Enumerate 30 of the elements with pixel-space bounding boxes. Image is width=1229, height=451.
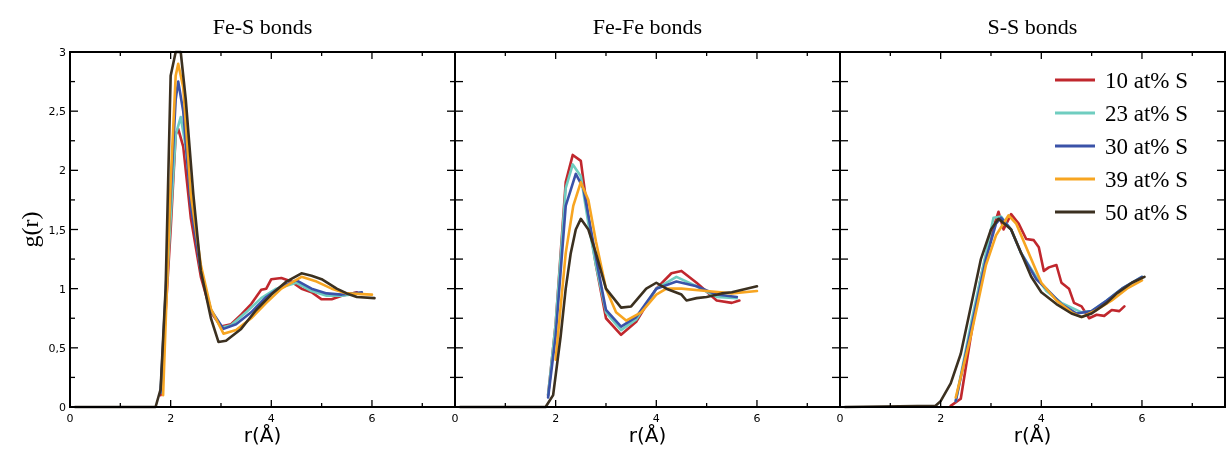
x-tick-label: 6 <box>1138 412 1146 425</box>
legend-label: 39 at% S <box>1105 167 1189 192</box>
y-tick-label: 1 <box>59 282 66 296</box>
y-tick-label: 0 <box>59 401 66 414</box>
x-axis-title: r(Å) <box>1013 423 1052 447</box>
y-tick-label: 0,5 <box>48 341 66 355</box>
chart-title: S-S bonds <box>987 14 1078 39</box>
x-tick-label: 2 <box>552 412 560 425</box>
x-tick-label: 6 <box>753 412 761 425</box>
x-tick-label: 4 <box>652 412 660 425</box>
legend-label: 50 at% S <box>1105 200 1189 225</box>
legend-label: 23 at% S <box>1105 101 1189 126</box>
x-tick-label: 2 <box>937 412 945 425</box>
chart-title: Fe-S bonds <box>212 14 313 39</box>
x-axis-title: r(Å) <box>628 423 667 447</box>
x-tick-label: 0 <box>836 412 844 425</box>
legend-label: 30 at% S <box>1105 134 1189 159</box>
x-tick-label: 4 <box>1037 412 1045 425</box>
x-tick-label: 4 <box>267 412 275 425</box>
y-tick-label: 2 <box>59 164 66 178</box>
x-tick-label: 2 <box>167 412 175 425</box>
y-axis-title: g(r) <box>17 211 43 248</box>
y-tick-label: 3 <box>59 46 66 59</box>
x-tick-label: 6 <box>368 412 376 425</box>
legend-label: 10 at% S <box>1105 68 1189 93</box>
x-tick-label: 0 <box>451 412 459 425</box>
y-tick-label: 2,5 <box>48 105 66 119</box>
chart-title: Fe-Fe bonds <box>592 14 703 39</box>
y-tick-label: 1,5 <box>48 223 66 237</box>
x-axis-title: r(Å) <box>243 423 282 447</box>
